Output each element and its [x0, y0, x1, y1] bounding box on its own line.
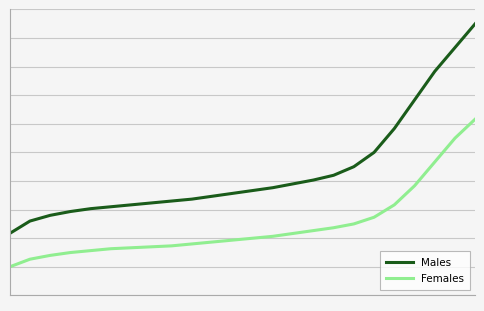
- Males: [128, 203, 134, 207]
- Males: [471, 22, 477, 26]
- Males: [168, 199, 174, 203]
- Females: [330, 226, 336, 230]
- Males: [310, 178, 316, 182]
- Females: [209, 240, 214, 244]
- Males: [67, 210, 73, 213]
- Males: [391, 127, 396, 130]
- Males: [330, 174, 336, 177]
- Males: [411, 98, 417, 102]
- Males: [270, 186, 275, 189]
- Females: [7, 265, 13, 269]
- Females: [370, 216, 376, 219]
- Males: [229, 192, 235, 195]
- Legend: Males, Females: Males, Females: [379, 252, 469, 290]
- Females: [411, 184, 417, 188]
- Females: [391, 203, 396, 207]
- Males: [88, 207, 93, 211]
- Line: Females: Females: [10, 119, 474, 267]
- Males: [431, 69, 437, 73]
- Females: [189, 242, 195, 246]
- Females: [471, 117, 477, 121]
- Males: [451, 46, 457, 49]
- Females: [249, 236, 255, 240]
- Males: [148, 201, 154, 205]
- Females: [229, 238, 235, 242]
- Females: [128, 246, 134, 250]
- Females: [451, 136, 457, 140]
- Males: [189, 197, 195, 201]
- Females: [47, 253, 53, 257]
- Females: [270, 234, 275, 238]
- Females: [67, 251, 73, 254]
- Females: [350, 222, 356, 226]
- Males: [7, 232, 13, 235]
- Line: Males: Males: [10, 24, 474, 234]
- Females: [148, 245, 154, 249]
- Males: [370, 151, 376, 154]
- Females: [108, 247, 114, 251]
- Males: [47, 213, 53, 217]
- Females: [289, 232, 295, 235]
- Males: [27, 219, 33, 223]
- Females: [310, 229, 316, 232]
- Males: [249, 189, 255, 193]
- Males: [350, 165, 356, 169]
- Females: [88, 249, 93, 253]
- Females: [27, 257, 33, 261]
- Males: [108, 205, 114, 209]
- Females: [431, 160, 437, 164]
- Males: [209, 194, 214, 198]
- Females: [168, 244, 174, 248]
- Males: [289, 182, 295, 186]
